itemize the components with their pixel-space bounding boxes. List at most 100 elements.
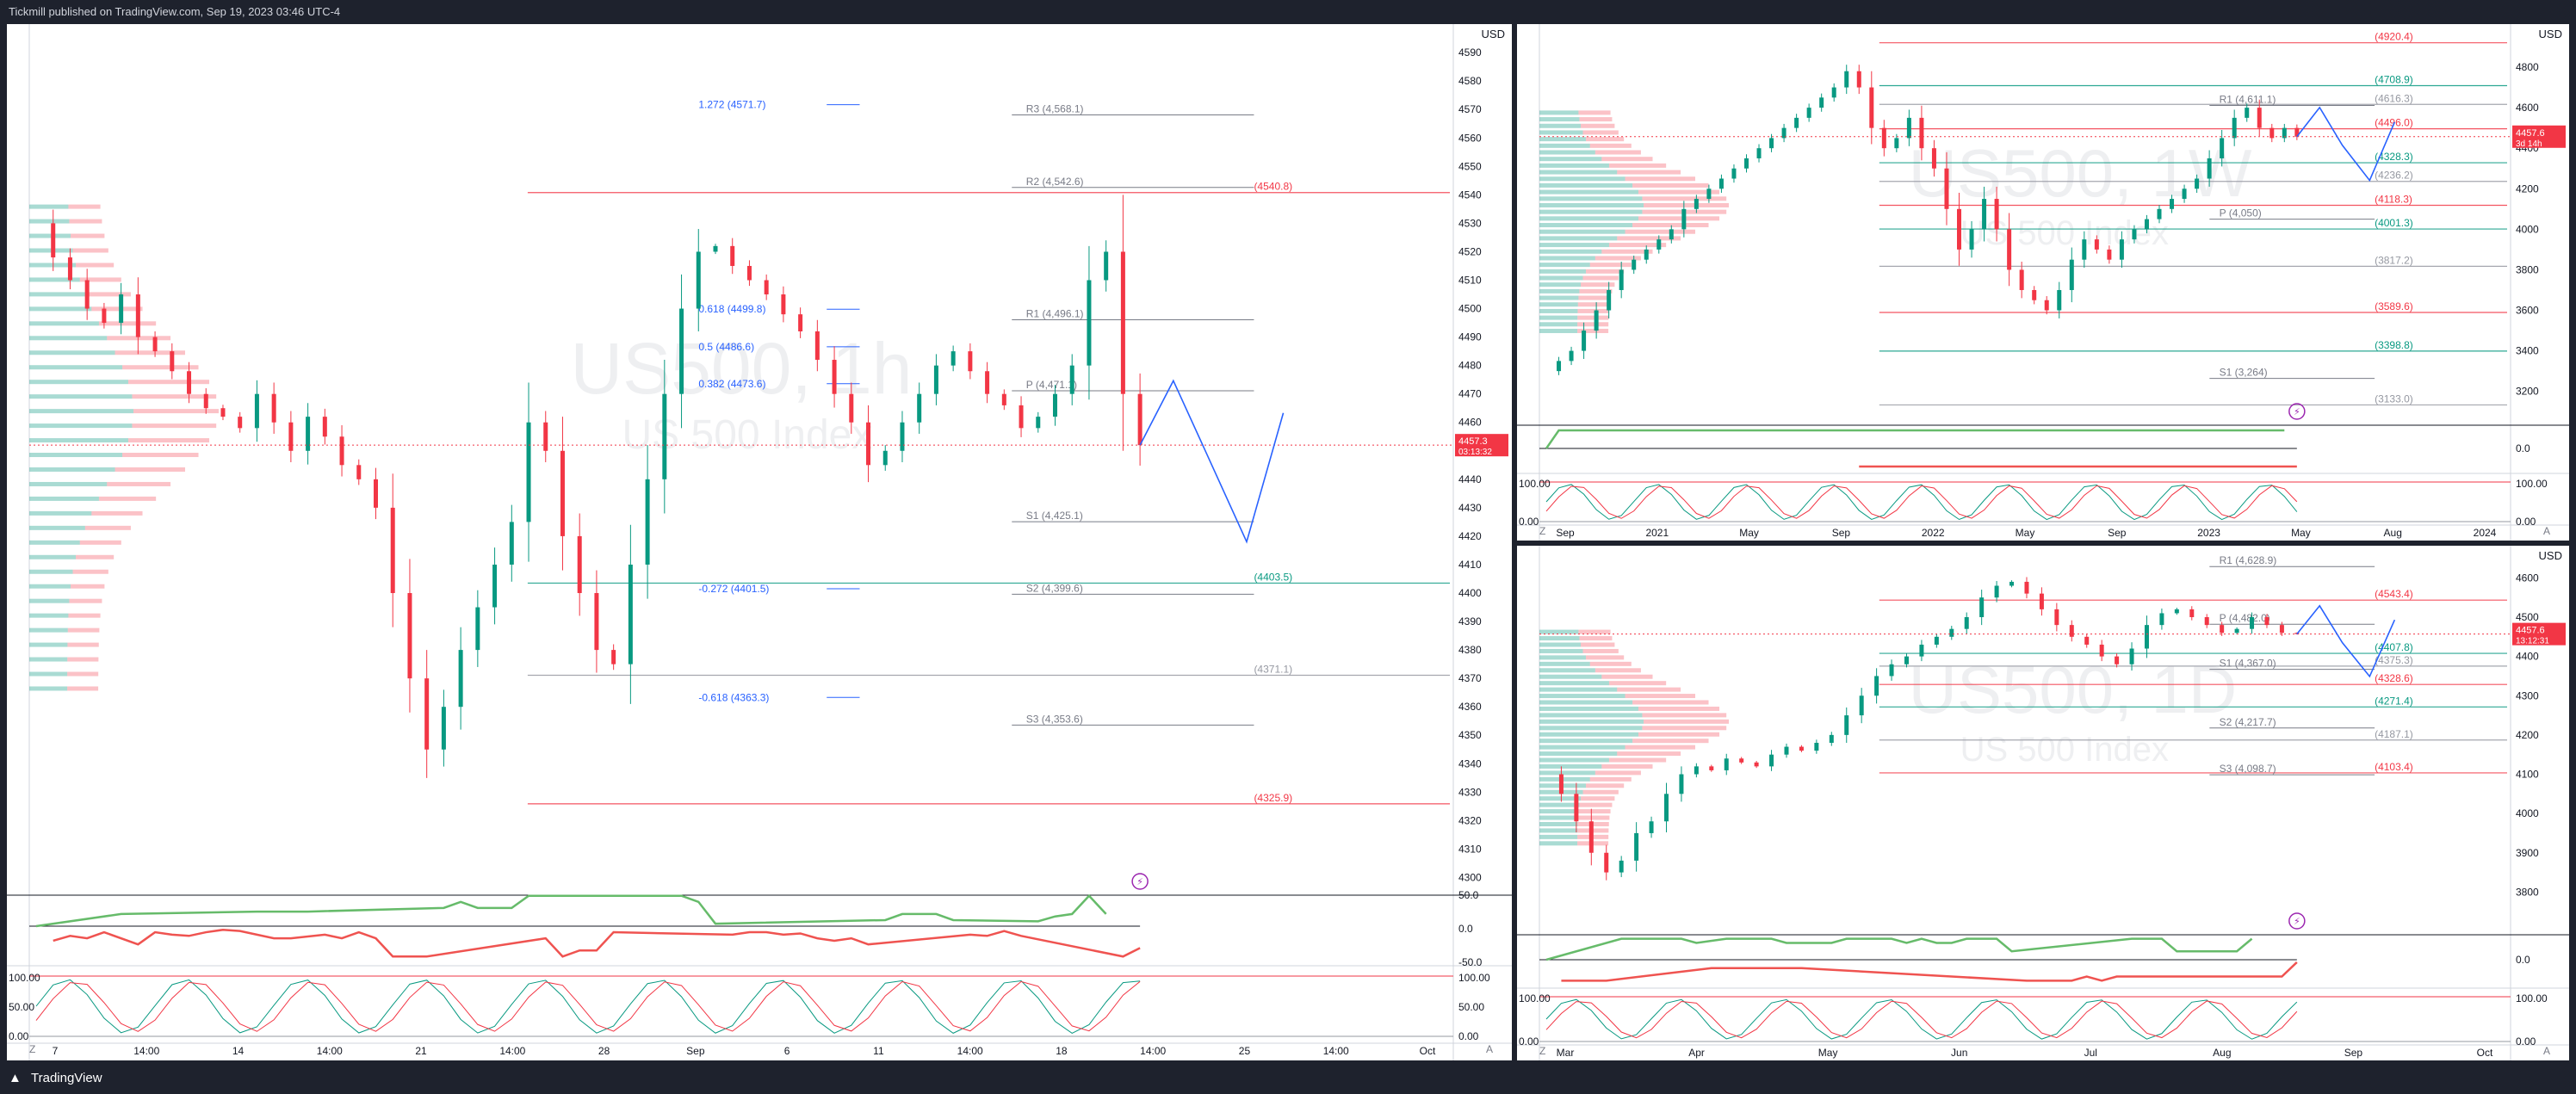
chart-watermark-subtitle: US 500 Index: [622, 412, 873, 458]
y-tick-label: 4550: [1458, 160, 1482, 172]
publish-info: Tickmill published on TradingView.com, S…: [9, 5, 341, 18]
candle-body: [441, 707, 446, 750]
candle-body: [968, 351, 973, 372]
volume-profile-bar: [1601, 674, 1653, 679]
x-tick-label: Apr: [1688, 1047, 1705, 1059]
volume-profile-bar: [1638, 216, 1720, 221]
chart-watermark-subtitle: US 500 Index: [1960, 731, 2169, 769]
y-tick-label: 4320: [1458, 814, 1482, 826]
x-tick-label: 2022: [1922, 527, 1945, 539]
x-tick-label: 14:00: [1140, 1045, 1166, 1057]
candle-body: [1604, 852, 1609, 873]
stochastic-k-line: [1545, 998, 2298, 1040]
candle-body: [2069, 259, 2074, 290]
volume-profile-bar: [29, 540, 80, 545]
candle-body: [1731, 168, 1737, 179]
last-price-label: 4457.3: [1458, 436, 1488, 447]
corner-left-label[interactable]: Z: [1539, 1045, 1546, 1057]
volume-profile-bar: [29, 204, 69, 209]
y-tick-label: 4400: [1458, 587, 1482, 599]
volume-profile-bar: [1644, 202, 1729, 207]
candle-body: [696, 251, 701, 309]
candle-body: [1558, 774, 1564, 794]
price-level-label: (3589.6): [2375, 300, 2413, 312]
x-tick-label: 14:00: [133, 1045, 159, 1057]
volume-profile-bar: [1632, 700, 1709, 705]
volume-profile-bar: [1579, 802, 1613, 807]
candle-body: [407, 593, 412, 679]
y-tick-label: 4300: [2516, 689, 2539, 702]
volume-profile-bar: [1586, 783, 1625, 788]
volume-profile-bar: [29, 453, 123, 458]
lightning-event-icon: [2288, 403, 2306, 420]
lightning-event-icon: [1131, 873, 1149, 890]
candle-body: [2189, 609, 2195, 617]
main-chart-panel[interactable]: US500, 1h US 500 Index (4540.8) (4403.5) (43…: [7, 24, 1512, 1060]
volume-profile-bar: [1539, 308, 1578, 313]
volume-profile-bar: [1638, 706, 1720, 711]
corner-right-label[interactable]: A: [1485, 1043, 1493, 1055]
candle-body: [306, 417, 311, 451]
candle-body: [2094, 239, 2099, 250]
candle-body: [220, 408, 226, 417]
candle-body: [1557, 361, 1562, 372]
y-tick-label: 4430: [1458, 502, 1482, 514]
volume-profile-bar: [67, 642, 99, 647]
candle-body: [1619, 269, 1624, 290]
volume-profile-bar: [1539, 143, 1590, 148]
volume-profile-bar: [1589, 661, 1632, 666]
pivot-label: R1 (4,611.1): [2220, 93, 2276, 105]
volume-profile-bar: [1582, 275, 1619, 281]
tradingview-logo[interactable]: ▲ TradingView: [9, 1066, 102, 1091]
corner-right-label[interactable]: A: [2542, 1045, 2550, 1057]
corner-left-label[interactable]: Z: [29, 1043, 36, 1055]
volume-profile-bar: [1539, 648, 1583, 653]
price-level-label: (3817.2): [2375, 254, 2413, 266]
candle-body: [2157, 208, 2162, 219]
stochastic-left-tick-label: 0.00: [9, 1030, 29, 1042]
volume-profile-bar: [1581, 123, 1615, 128]
volume-profile-bar: [107, 481, 171, 486]
volume-profile-bar: [29, 321, 99, 326]
volume-profile-bar: [1539, 841, 1578, 846]
candle-body: [1104, 251, 1109, 281]
volume-profile-bar: [29, 467, 115, 472]
y-tick-label: 4330: [1458, 786, 1482, 798]
candle-body: [560, 450, 565, 536]
candle-body: [1844, 715, 1849, 735]
pivot-label: P (4,471.1): [1026, 379, 1077, 391]
volume-profile-bar: [122, 453, 199, 458]
pivot-label: R1 (4,496.1): [1026, 307, 1084, 319]
candle-body: [1594, 310, 1599, 331]
candle-body: [238, 417, 243, 429]
candle-body: [2039, 593, 2044, 609]
volume-profile-bar: [1539, 828, 1578, 833]
volume-profile-bar: [67, 686, 99, 691]
candle-body: [628, 564, 633, 664]
candle-body: [2269, 127, 2275, 139]
corner-left-label[interactable]: Z: [1539, 525, 1546, 537]
stochastic-tick-label: 0.00: [1458, 1030, 1479, 1042]
candle-body: [356, 465, 362, 479]
corner-right-label[interactable]: A: [2542, 525, 2550, 537]
price-level-label: (4543.4): [2375, 588, 2413, 600]
volume-profile-bar: [1539, 243, 1609, 248]
candle-body: [2170, 199, 2175, 209]
candle-body: [1994, 199, 1999, 230]
y-tick-label: 4590: [1458, 46, 1482, 59]
candle-body: [1931, 148, 1936, 169]
volume-profile-bar: [1539, 150, 1595, 155]
volume-profile-bar: [29, 584, 71, 589]
stochastic-k-line: [35, 979, 1141, 1034]
volume-profile-bar: [29, 510, 92, 516]
daily-chart-panel[interactable]: US500, 1D US 500 Index (4543.4) (4407.8) (43…: [1517, 546, 2569, 1060]
volume-profile-bar: [1578, 110, 1611, 115]
projection-path: [2296, 106, 2396, 182]
x-tick-label: Jun: [1951, 1047, 1967, 1059]
x-tick-label: 11: [873, 1045, 884, 1057]
weekly-chart-panel[interactable]: US500, 1W US 500 Index (4920.4) (4708.9) (46…: [1517, 24, 2569, 541]
y-tick-label: 4600: [2516, 572, 2539, 584]
